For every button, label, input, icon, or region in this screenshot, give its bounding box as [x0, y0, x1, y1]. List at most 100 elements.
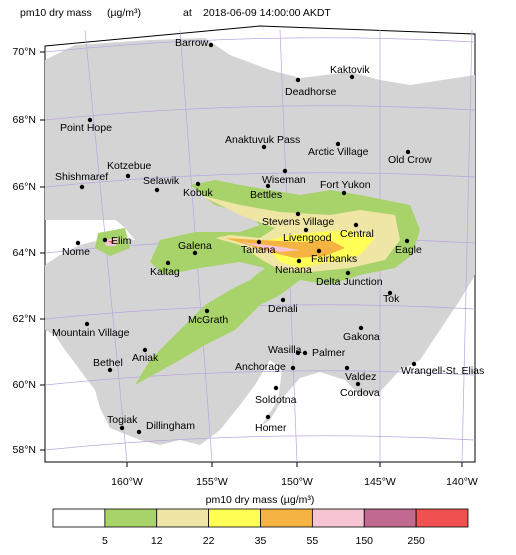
place-dot — [256, 239, 262, 245]
place-dot — [296, 258, 302, 264]
header-time: 2018-06-09 14:00:00 AKDT — [203, 7, 331, 19]
place-dot — [84, 321, 90, 327]
smoke-plume — [95, 180, 420, 385]
place-dot — [295, 77, 301, 83]
legend-swatch — [363, 508, 417, 528]
place-label: Bettles — [250, 189, 282, 201]
plume-level — [240, 242, 300, 252]
place-dot — [345, 270, 351, 276]
place-label: Kaktovik — [330, 64, 370, 76]
place-dot — [165, 260, 171, 266]
lat-label: 64°N — [13, 247, 36, 259]
lon-label: 155°W — [196, 476, 228, 488]
place-dot — [302, 350, 308, 356]
place-label: Nome — [62, 246, 90, 258]
place-dot — [349, 74, 355, 80]
place-label: Wrangell-St. Elias — [401, 365, 484, 377]
place-dot — [125, 173, 131, 179]
legend-tick-label: 55 — [307, 535, 319, 547]
place-label: Central — [340, 228, 374, 240]
legend-swatch — [415, 508, 469, 528]
lon-label: 150°W — [281, 476, 313, 488]
legend-title: pm10 dry mass (µg/m³) — [206, 494, 315, 506]
place-label: Mountain Village — [52, 327, 130, 339]
place-dot — [282, 168, 288, 174]
legend-tick-label: 22 — [203, 535, 215, 547]
lat-label: 58°N — [13, 444, 36, 456]
place-label: Point Hope — [60, 122, 112, 134]
legend-tick-label: 5 — [102, 535, 108, 547]
place-dot — [280, 297, 286, 303]
header-variable: pm10 dry mass — [20, 7, 92, 19]
place-dot — [195, 181, 201, 187]
place-label: Shishmaref — [55, 171, 108, 183]
place-label: Deadhorse — [285, 86, 337, 98]
lat-label: 68°N — [13, 114, 36, 126]
place-dot — [405, 149, 411, 155]
place-label: Palmer — [312, 347, 346, 359]
place-dot — [208, 42, 214, 48]
lon-label: 160°W — [111, 476, 143, 488]
place-dot — [265, 414, 271, 420]
place-label: Tanana — [241, 244, 276, 256]
place-label: Old Crow — [388, 154, 432, 166]
place-label: Cordova — [340, 387, 380, 399]
place-label: Fairbanks — [311, 253, 357, 265]
place-label: Dillingham — [146, 420, 195, 432]
place-dot — [316, 248, 322, 254]
place-label: Selawik — [143, 175, 180, 187]
place-dot — [87, 117, 93, 123]
place-label: Eagle — [395, 244, 422, 256]
lat-label: 62°N — [13, 313, 36, 325]
place-label: Aniak — [132, 352, 159, 364]
place-dot — [303, 227, 309, 233]
place-label: Stevens Village — [262, 216, 334, 228]
place-dot — [353, 222, 359, 228]
legend-tick-label: 250 — [407, 535, 425, 547]
place-dot — [119, 425, 125, 431]
place-label: Wasilla — [268, 344, 302, 356]
place-dot — [355, 381, 361, 387]
lon-label: 140°W — [446, 476, 478, 488]
place-label: Nenana — [275, 264, 312, 276]
place-dot — [341, 190, 347, 196]
legend-swatch — [208, 508, 261, 528]
place-label: Soldotna — [255, 394, 297, 406]
legend-tick-label: 150 — [355, 535, 373, 547]
place-dot — [107, 367, 113, 373]
legend-tick-label: 35 — [255, 535, 267, 547]
place-dot — [136, 429, 142, 435]
place-dot — [411, 361, 417, 367]
lon-label: 145°W — [364, 476, 396, 488]
place-dot — [142, 347, 148, 353]
header-at: at — [183, 7, 192, 19]
land-seward — [45, 180, 145, 220]
place-label: Wiseman — [262, 174, 306, 186]
place-label: Fort Yukon — [320, 179, 371, 191]
place-label: Togiak — [107, 414, 138, 426]
place-dot — [387, 290, 393, 296]
place-dot — [265, 183, 271, 189]
place-dot — [273, 385, 279, 391]
place-label: Gakona — [343, 331, 380, 343]
place-label: Anaktuvuk Pass — [225, 134, 300, 146]
place-label: Valdez — [345, 371, 376, 383]
legend-swatch — [311, 508, 365, 528]
place-label: Homer — [255, 422, 287, 434]
place-dot — [295, 211, 301, 217]
place-dot — [404, 238, 410, 244]
place-dot — [295, 350, 301, 356]
legend-swatch — [260, 508, 313, 528]
place-label: Kotzebue — [107, 160, 152, 172]
place-label: Arctic Village — [308, 146, 369, 158]
place-label: Tok — [383, 293, 400, 305]
place-label: McGrath — [188, 314, 228, 326]
legend-swatch — [104, 508, 158, 528]
place-dot — [344, 365, 350, 371]
place-label: Bethel — [93, 357, 123, 369]
lat-label: 66°N — [13, 181, 36, 193]
place-dot — [335, 141, 341, 147]
plume-level — [108, 241, 114, 244]
place-dot — [290, 365, 296, 371]
